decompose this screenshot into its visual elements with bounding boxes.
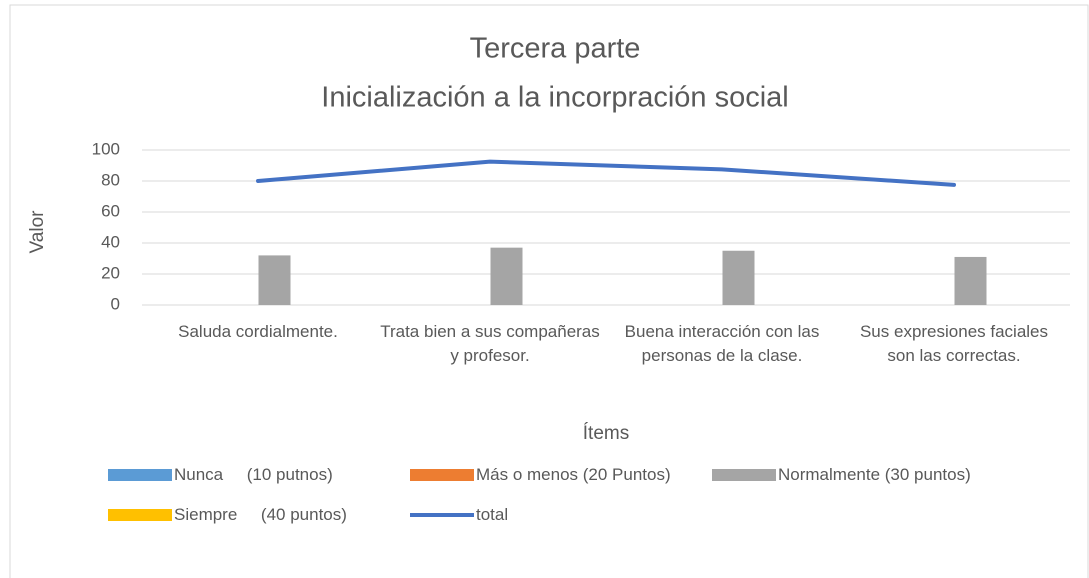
bar <box>258 255 291 305</box>
legend-label: Siempre (40 puntos) <box>174 505 347 524</box>
legend-item: Nunca (10 putnos) <box>108 462 410 488</box>
chart-subtitle: Inicialización a la incorpración social <box>321 82 788 114</box>
bar <box>722 250 755 305</box>
legend-swatch <box>410 513 474 517</box>
legend-label: total <box>476 505 509 524</box>
legend-swatch <box>108 469 172 481</box>
y-tick-label: 60 <box>101 201 120 220</box>
x-tick-label: Sus expresiones faciales son las correct… <box>859 322 1049 365</box>
x-axis-label: Ítems <box>583 423 629 444</box>
y-tick-label: 40 <box>101 232 120 251</box>
y-tick-label: 80 <box>101 170 120 189</box>
legend-item: total <box>410 502 712 528</box>
legend-item: Siempre (40 puntos) <box>108 502 410 528</box>
frame <box>9 4 1089 578</box>
legend-swatch <box>712 469 776 481</box>
legend-item: Normalmente (30 puntos) <box>712 462 1042 488</box>
legend-label: Normalmente (30 puntos) <box>778 465 971 484</box>
y-tick-label: 100 <box>92 139 120 158</box>
bar <box>490 247 523 305</box>
y-tick-label: 20 <box>101 263 120 282</box>
x-tick-label: Buena interacción con las personas de la… <box>624 322 820 365</box>
legend-label: Más o menos (20 Puntos) <box>476 465 671 484</box>
bar <box>954 256 987 305</box>
line <box>256 159 956 187</box>
legend-label: Nunca (10 putnos) <box>174 465 333 484</box>
legend: Nunca (10 putnos) Más o menos (20 Puntos)… <box>108 462 1042 528</box>
legend-swatch <box>410 469 474 481</box>
x-tick-label: Saluda cordialmente. <box>178 322 338 341</box>
legend-item: Más o menos (20 Puntos) <box>410 462 712 488</box>
chart-title: Tercera parte <box>470 33 641 65</box>
x-tick-label: Trata bien a sus compañeras y profesor. <box>380 322 600 365</box>
legend-swatch <box>108 509 172 521</box>
y-axis-label: Valor <box>27 210 48 254</box>
y-tick-label: 0 <box>111 294 120 313</box>
